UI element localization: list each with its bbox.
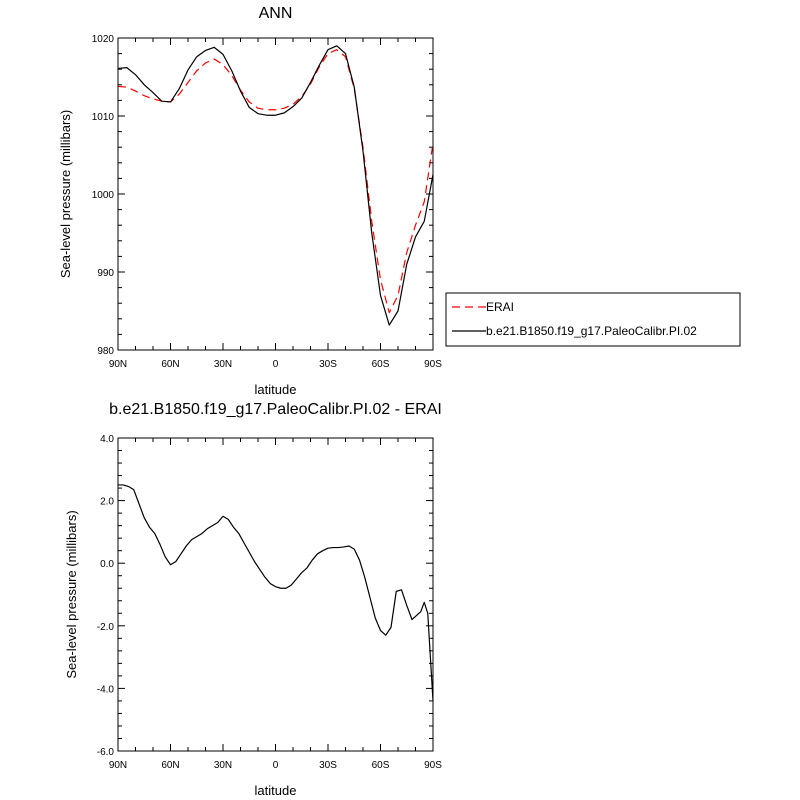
bottom-x-tick-label: 0 <box>273 760 279 771</box>
top-x-tick-label: 30N <box>214 359 232 370</box>
top-x-tick-label: 0 <box>273 359 279 370</box>
bottom-x-tick-label: 90N <box>109 760 127 771</box>
top-chart-series <box>117 45 434 326</box>
legend: ERAI b.e21.B1850.f19_g17.PaleoCalibr.PI.… <box>445 292 741 347</box>
bottom-chart-y-axis-label: Sea-level pressure (millibars) <box>64 510 79 678</box>
bottom-x-tick-label: 30S <box>319 760 337 771</box>
top-y-tick-label: 1020 <box>92 34 115 45</box>
bottom-y-tick-label: 4.0 <box>100 434 114 445</box>
difference-line <box>118 484 434 701</box>
bottom-chart-title: b.e21.B1850.f19_g17.PaleoCalibr.PI.02 - … <box>109 401 442 418</box>
bottom-y-tick-label: -6.0 <box>97 747 115 758</box>
top-chart-x-axis-label: latitude <box>255 382 297 397</box>
series-line-erai <box>117 49 434 314</box>
bottom-y-tick-label: 2.0 <box>100 497 114 508</box>
top-chart-y-axis-label: Sea-level pressure (millibars) <box>58 110 73 278</box>
top-y-tick-label: 990 <box>97 268 114 279</box>
top-x-tick-label: 60N <box>161 359 179 370</box>
bottom-x-tick-label: 60N <box>161 760 179 771</box>
top-y-tick-label: 1000 <box>92 190 115 201</box>
top-x-tick-label: 90N <box>109 359 127 370</box>
legend-label-model: b.e21.B1850.f19_g17.PaleoCalibr.PI.02 <box>486 324 697 338</box>
bottom-y-tick-label: 0.0 <box>100 559 114 570</box>
bottom-chart-frame <box>117 437 434 752</box>
legend-box <box>445 292 741 347</box>
bottom-y-tick-label: -4.0 <box>97 684 115 695</box>
top-x-tick-label: 30S <box>319 359 337 370</box>
legend-label-erai: ERAI <box>486 300 514 314</box>
bottom-x-tick-label: 30N <box>214 760 232 771</box>
series-line-model <box>117 45 434 326</box>
top-chart-frame <box>117 37 434 351</box>
bottom-chart-ticks: 90N 60N 30N 0 30S 60S 90S -6.0 -4.0 -2.0 0.0 2.0 4.0 <box>97 434 442 771</box>
top-chart-ticks: 90N 60N 30N 0 30S 60S 90S 980 990 1000 1010 1020 <box>92 34 442 370</box>
top-x-tick-label: 90S <box>424 359 442 370</box>
top-chart-title: ANN <box>259 5 293 22</box>
top-y-tick-label: 1010 <box>92 112 115 123</box>
bottom-x-tick-label: 90S <box>424 760 442 771</box>
bottom-y-tick-label: -2.0 <box>97 622 115 633</box>
bottom-x-tick-label: 60S <box>372 760 390 771</box>
bottom-chart-series <box>118 484 434 701</box>
top-x-tick-label: 60S <box>372 359 390 370</box>
top-y-tick-label: 980 <box>97 346 114 357</box>
bottom-chart-x-axis-label: latitude <box>255 783 297 798</box>
